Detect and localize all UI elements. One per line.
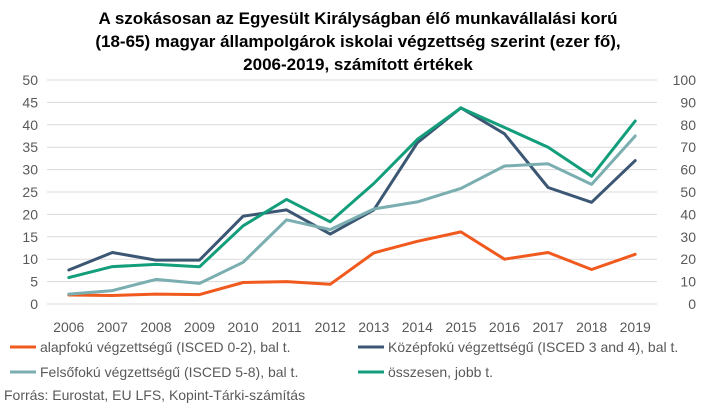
left-axis-tick-label: 45 <box>22 94 38 110</box>
x-axis-tick-label: 2007 <box>97 319 128 335</box>
left-axis-tick-label: 40 <box>22 117 38 133</box>
right-axis-ticks: 0 10 20 30 40 50 60 70 80 90 100 <box>673 72 697 312</box>
x-axis-tick-label: 2019 <box>620 319 651 335</box>
chart-title-line-1: A szokásosan az Egyesült Királyságban él… <box>98 9 617 28</box>
right-axis-tick-label: 50 <box>680 184 696 200</box>
right-axis-tick-label: 40 <box>680 206 696 222</box>
right-axis-tick-label: 90 <box>680 94 696 110</box>
x-axis-tick-label: 2018 <box>576 319 607 335</box>
right-axis-tick-label: 100 <box>673 72 697 88</box>
left-axis-tick-label: 10 <box>22 251 38 267</box>
left-axis-tick-label: 35 <box>22 139 38 155</box>
x-axis-tick-label: 2015 <box>445 319 476 335</box>
left-axis-tick-label: 25 <box>22 184 38 200</box>
right-axis-tick-label: 0 <box>688 296 696 312</box>
legend-label-3: Felsőfokú végzettségű (ISCED 5-8), bal t… <box>40 364 298 380</box>
right-axis-tick-label: 30 <box>680 229 696 245</box>
legend-label-2: Középfokú végzettségű (ISCED 3 and 4), b… <box>388 339 678 355</box>
legend-label-4: összesen, jobb t. <box>388 364 493 380</box>
x-axis-tick-label: 2016 <box>489 319 520 335</box>
left-axis-tick-label: 30 <box>22 162 38 178</box>
x-axis-tick-label: 2014 <box>402 319 433 335</box>
left-axis-tick-label: 20 <box>22 206 38 222</box>
series-line-3 <box>67 134 637 296</box>
series-line-2 <box>67 106 637 272</box>
left-axis-tick-label: 15 <box>22 229 38 245</box>
x-axis-tick-label: 2017 <box>532 319 563 335</box>
x-axis-tick-label: 2013 <box>358 319 389 335</box>
x-axis-tick-label: 2006 <box>53 319 84 335</box>
left-axis-ticks: 0 5 10 15 20 25 30 35 40 45 50 <box>22 72 38 312</box>
x-axis-tick-label: 2011 <box>272 319 302 335</box>
x-axis-ticks: 2006 2007 2008 2009 2010 2011 2012 2013 2014 2015… <box>53 319 651 335</box>
source-note: Forrás: Eurostat, EU LFS, Kopint-Tárki-s… <box>4 387 305 403</box>
x-axis-tick-label: 2009 <box>184 319 215 335</box>
x-axis-tick-label: 2008 <box>140 319 171 335</box>
right-axis-tick-label: 60 <box>680 162 696 178</box>
legend-label-1: alapfokú végzettségű (ISCED 0-2), bal t. <box>40 339 291 355</box>
right-axis-tick-label: 10 <box>680 274 696 290</box>
right-axis-tick-label: 20 <box>680 251 696 267</box>
chart-title-line-2: (18-65) magyar állampolgárok iskolai vég… <box>95 32 620 51</box>
right-axis-tick-label: 80 <box>680 117 696 133</box>
left-axis-tick-label: 5 <box>30 274 38 290</box>
x-axis-tick-label: 2010 <box>227 319 258 335</box>
left-axis-tick-label: 0 <box>30 296 38 312</box>
legend: alapfokú végzettségű (ISCED 0-2), bal t.… <box>10 339 678 380</box>
series-line-1 <box>67 230 637 297</box>
x-axis-tick-label: 2012 <box>315 319 346 335</box>
left-axis-tick-label: 50 <box>22 72 38 88</box>
right-axis-tick-label: 70 <box>680 139 696 155</box>
series-lines <box>67 106 637 297</box>
series-line-4 <box>67 106 637 280</box>
chart-title-line-3: 2006-2019, számított értékek <box>243 55 473 74</box>
